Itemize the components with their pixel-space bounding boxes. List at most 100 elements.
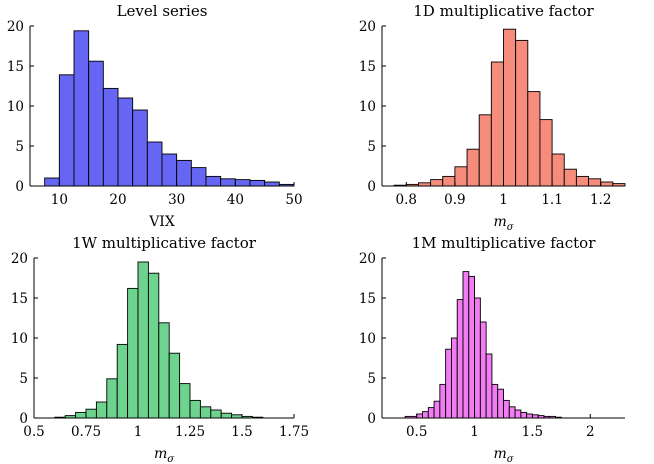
y-tick-label: 20 xyxy=(7,19,24,35)
x-tick-label: 1.2 xyxy=(590,192,611,208)
histogram-bar xyxy=(234,179,251,187)
histogram-bar xyxy=(466,148,480,187)
y-tick-label: 20 xyxy=(359,19,376,35)
histogram-bar xyxy=(430,179,444,187)
histogram-bar xyxy=(445,348,452,419)
histogram-bar xyxy=(210,409,222,419)
x-tick-label: 0.8 xyxy=(396,192,417,208)
histogram-bar xyxy=(106,378,118,419)
histogram-bar xyxy=(220,178,236,187)
y-tick-label: 5 xyxy=(15,139,24,155)
histogram-bar xyxy=(416,413,423,419)
x-tick-label: 1.75 xyxy=(279,424,309,440)
x-tick-label: 1 xyxy=(134,424,143,440)
x-tick-label: 50 xyxy=(285,192,302,208)
histogram-bar xyxy=(102,87,119,187)
histogram-bar xyxy=(503,399,510,419)
histogram-bar xyxy=(161,153,178,187)
x-tick-label: 20 xyxy=(109,192,126,208)
histogram-bar xyxy=(527,91,541,187)
y-tick-label: 20 xyxy=(359,251,376,267)
y-tick-label: 15 xyxy=(359,291,376,307)
histogram-bar xyxy=(520,411,528,419)
y-tick-label: 15 xyxy=(7,59,24,75)
histogram-bar xyxy=(189,399,201,419)
panel-level-series: 0 5 10 15 20 10 20 30 40 50 Level series VIX xyxy=(7,2,303,230)
y-tick-label: 15 xyxy=(359,59,376,75)
y-tick-label: 10 xyxy=(7,99,24,115)
histogram-bar xyxy=(508,406,516,419)
panel-title: Level series xyxy=(117,2,208,20)
y-tick-label: 0 xyxy=(367,179,376,195)
histogram-bar xyxy=(551,153,565,187)
panel-1m-factor: 0 5 10 15 20 0.5 1 1.5 2 1M multiplicative factor… xyxy=(359,234,625,464)
histogram-bar xyxy=(479,321,487,419)
x-tick-label: 10 xyxy=(51,192,68,208)
x-tick-label: 2 xyxy=(586,424,595,440)
histogram-bar xyxy=(205,175,222,187)
histogram-bar xyxy=(526,413,533,419)
histogram-bar xyxy=(462,271,470,419)
histogram-bar xyxy=(264,181,280,187)
y-tick-label: 5 xyxy=(19,371,28,387)
y-tick-label: 10 xyxy=(359,99,376,115)
histogram-bar xyxy=(439,383,447,419)
x-tick-label: 1.5 xyxy=(522,424,543,440)
histogram-bar xyxy=(497,388,504,419)
x-tick-label: 1.1 xyxy=(541,192,562,208)
histogram-bar xyxy=(485,353,493,419)
histogram-bar xyxy=(220,412,233,419)
histogram-bar xyxy=(179,383,191,419)
y-tick-label: 0 xyxy=(367,411,376,427)
histogram-bar xyxy=(158,322,170,419)
x-tick-label: 0.5 xyxy=(23,424,44,440)
histogram-bar xyxy=(58,74,75,187)
x-tick-label: 1.25 xyxy=(175,424,205,440)
histogram-bar xyxy=(468,275,476,419)
y-tick-label: 5 xyxy=(367,139,376,155)
histogram-bar xyxy=(503,28,517,187)
histogram-bar xyxy=(491,383,499,419)
x-tick-label: 0.75 xyxy=(71,424,101,440)
x-axis-label: mσ xyxy=(154,446,175,464)
x-axis-label: mσ xyxy=(493,214,514,233)
histogram-bar xyxy=(515,39,529,187)
y-tick-label: 10 xyxy=(359,331,376,347)
histogram-bar xyxy=(600,181,614,187)
histogram-bar xyxy=(146,141,163,187)
x-axis-label: mσ xyxy=(493,446,514,464)
histogram-bar xyxy=(190,167,207,187)
histogram-bar xyxy=(514,409,522,419)
panel-title: 1W multiplicative factor xyxy=(72,234,257,252)
histogram-bar xyxy=(44,177,60,187)
histogram-bar xyxy=(249,179,266,187)
y-tick-label: 5 xyxy=(367,371,376,387)
x-tick-label: 1.5 xyxy=(231,424,252,440)
y-tick-label: 0 xyxy=(19,411,28,427)
y-tick-label: 10 xyxy=(11,331,28,347)
histogram-bar xyxy=(147,272,160,419)
histogram-bar xyxy=(588,178,602,187)
histogram-bar xyxy=(563,168,577,187)
histogram-bar xyxy=(75,411,87,419)
histogram-bar xyxy=(456,299,464,419)
histogram-bar xyxy=(168,352,181,419)
histogram-bar xyxy=(137,261,149,419)
x-tick-label: 0.5 xyxy=(406,424,427,440)
y-tick-label: 20 xyxy=(11,251,28,267)
histogram-bar xyxy=(490,61,504,187)
histogram-bar xyxy=(176,159,192,187)
panel-1w-factor: 0 5 10 15 20 0.5 0.75 1 1.25 1.5 1.75 1W multiplica… xyxy=(11,234,309,464)
histogram-bar xyxy=(95,401,108,419)
x-tick-label: 30 xyxy=(168,192,185,208)
x-tick-label: 1 xyxy=(470,424,479,440)
histogram-bar xyxy=(116,343,129,419)
histogram-bar xyxy=(442,175,456,187)
histogram-bar xyxy=(474,297,481,419)
histogram-bar xyxy=(454,166,468,187)
y-tick-label: 15 xyxy=(11,291,28,307)
histogram-bar xyxy=(88,60,104,187)
x-axis-label: VIX xyxy=(148,214,175,230)
histogram-bar xyxy=(478,114,492,187)
